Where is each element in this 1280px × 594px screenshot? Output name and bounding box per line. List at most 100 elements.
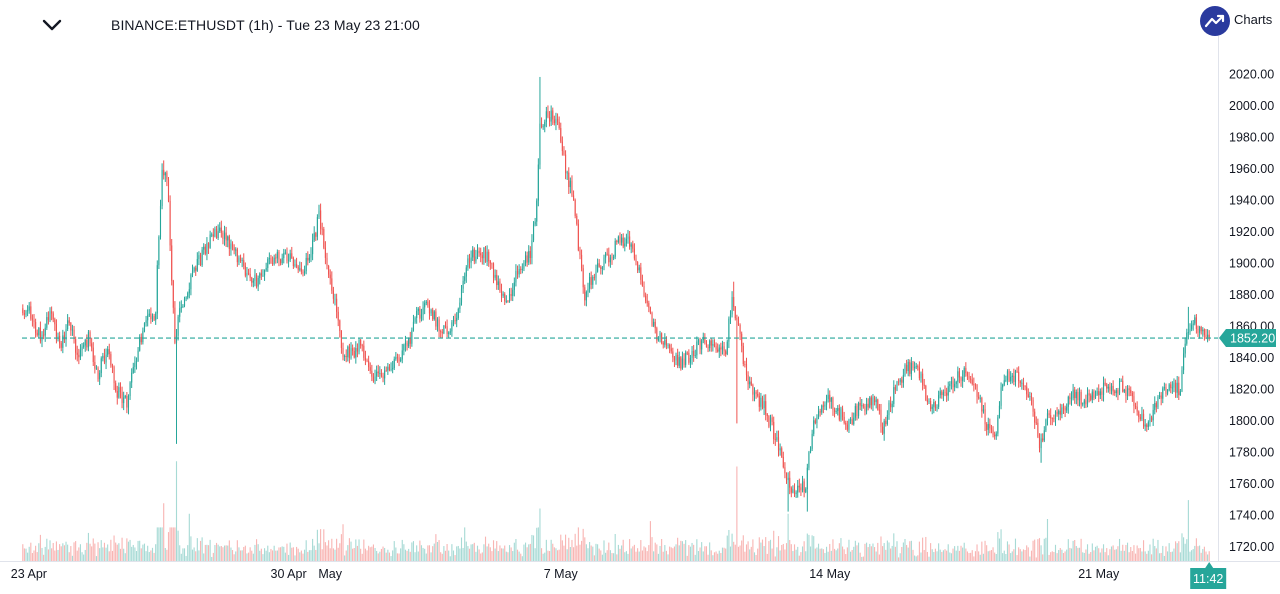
candle-body: [1029, 396, 1031, 397]
candle: [315, 231, 317, 241]
candle: [808, 450, 810, 471]
candle-body: [140, 336, 142, 343]
candle: [593, 273, 595, 281]
price-tick-label: 1800.00: [1229, 414, 1274, 428]
candle-body: [939, 391, 941, 396]
candle-body: [1189, 329, 1191, 333]
volume-bar: [592, 546, 594, 561]
volume-bar: [276, 550, 278, 561]
candle-body: [686, 352, 688, 354]
candle: [115, 380, 117, 393]
volume-bar: [428, 545, 431, 561]
candle: [745, 357, 748, 382]
collapse-button[interactable]: [38, 12, 66, 38]
candle: [1146, 423, 1148, 432]
candle: [576, 213, 578, 226]
candle: [347, 345, 349, 362]
candle: [489, 259, 491, 270]
volume-bar: [401, 539, 403, 561]
candle-body: [444, 325, 447, 327]
candle-body: [581, 254, 583, 269]
candle-body: [323, 229, 325, 248]
candle: [1167, 389, 1169, 396]
volume-bar: [476, 545, 479, 561]
volume-bar: [747, 541, 749, 561]
candle-body: [422, 307, 424, 315]
candle: [1170, 381, 1172, 394]
volume-bar: [651, 537, 653, 561]
candle-body: [1066, 406, 1068, 411]
candle: [741, 331, 743, 353]
candle: [171, 238, 173, 286]
candle: [753, 387, 756, 402]
candle-body: [577, 223, 579, 251]
candle-body: [1138, 411, 1140, 418]
candle: [30, 301, 32, 321]
volume-bar: [1016, 555, 1018, 561]
candle-body: [358, 340, 360, 352]
candle: [763, 394, 765, 416]
candle: [312, 233, 314, 261]
candle-body: [492, 263, 495, 278]
candle: [1141, 406, 1143, 422]
volume-bar: [573, 547, 575, 561]
volume-bar: [901, 547, 903, 561]
candle-body: [337, 311, 339, 321]
candle-body: [92, 347, 94, 362]
candle-body: [771, 417, 773, 422]
candle: [641, 274, 643, 287]
candle-body: [1088, 393, 1090, 396]
candle: [1062, 403, 1065, 414]
candle-body: [308, 257, 310, 261]
candle: [616, 239, 618, 245]
volume-bar: [785, 543, 788, 561]
candle: [965, 362, 967, 377]
candle: [398, 354, 400, 367]
volume-bar: [270, 548, 272, 561]
time-axis[interactable]: 23 Apr 30 Apr May 7 May 14 May 21 May: [11, 567, 1120, 581]
volume-bar: [597, 544, 599, 561]
volume-bar: [1120, 550, 1122, 561]
candle-body: [288, 259, 290, 261]
price-axis[interactable]: 2020.002000.001980.001960.001940.001920.…: [1229, 67, 1274, 553]
candle-body: [970, 378, 972, 380]
candle: [782, 451, 784, 469]
candle: [718, 344, 720, 358]
candle: [1045, 418, 1047, 433]
candle-body: [126, 395, 128, 408]
volume-bar: [875, 551, 877, 561]
volume-bar: [576, 545, 578, 561]
candle-body: [116, 390, 118, 398]
candle: [180, 300, 182, 313]
candle: [699, 337, 701, 355]
candle: [198, 251, 200, 266]
candle-body: [71, 329, 73, 331]
volume-bar: [1090, 552, 1092, 561]
volume-bar: [227, 545, 229, 561]
candle: [374, 369, 376, 385]
volume-bar: [1112, 545, 1114, 561]
candle: [625, 233, 627, 247]
candle: [611, 253, 613, 265]
candle-body: [230, 243, 232, 249]
candle: [912, 360, 914, 371]
candle-body: [47, 317, 49, 321]
candle: [131, 368, 133, 389]
volume-bar: [467, 546, 469, 561]
candle: [113, 365, 115, 390]
volume-bar: [92, 538, 94, 561]
candle-body: [483, 248, 485, 259]
candle-body: [145, 320, 147, 324]
candle: [465, 265, 467, 283]
volume-bar: [777, 536, 780, 561]
candle: [491, 262, 493, 269]
candle-body: [523, 263, 525, 269]
candle-body: [273, 257, 275, 264]
candle: [1030, 392, 1033, 406]
volume-bar: [220, 545, 222, 561]
volume-bar: [59, 544, 61, 561]
candle: [119, 382, 122, 399]
